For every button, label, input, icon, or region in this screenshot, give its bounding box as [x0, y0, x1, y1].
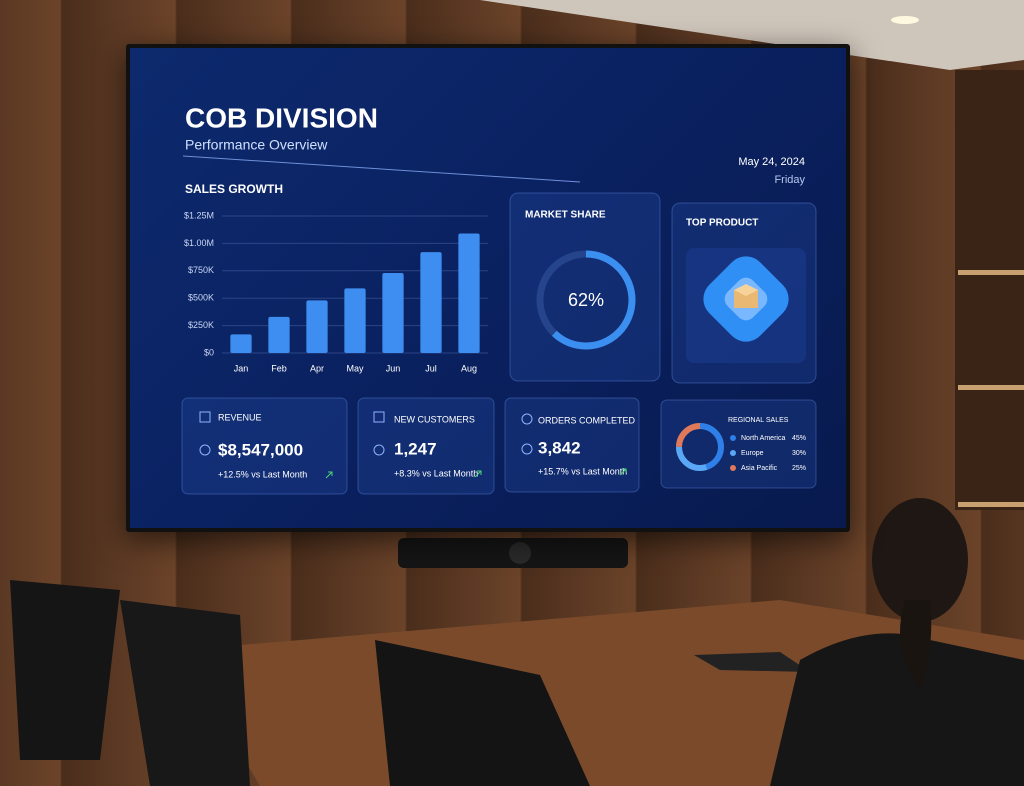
kpi-change: +8.3% vs Last Month [394, 468, 478, 478]
chart-title: REGIONAL SALES [728, 417, 789, 424]
x-tick-label: Jun [386, 363, 401, 373]
kpi-label: ORDERS COMPLETED [538, 415, 636, 425]
kpi-icon [199, 444, 211, 456]
up-arrow [474, 470, 482, 478]
kpi-label: NEW CUSTOMERS [394, 414, 475, 424]
y-tick-label: $500K [188, 293, 214, 303]
kpi-icon [373, 444, 385, 456]
person-body [770, 633, 1024, 786]
legend-label: North America [741, 435, 785, 442]
kpi-card [357, 397, 495, 495]
legend-label: Asia Pacific [741, 465, 778, 472]
shelf [958, 502, 1024, 507]
bar [382, 272, 404, 353]
chart-title: MARKET SHARE [525, 210, 606, 221]
up-arrow [325, 471, 333, 479]
person-head [872, 498, 968, 622]
y-tick-label: $1.25M [184, 210, 214, 220]
bar [268, 316, 290, 353]
bar [458, 233, 480, 353]
value-label: 25% [792, 465, 806, 472]
donut-segment [676, 423, 724, 471]
bar [306, 300, 328, 353]
shelf [958, 270, 1024, 275]
box-icon-top [734, 284, 758, 296]
tv-screen: COB DIVISION Performance Overview May 24… [126, 44, 850, 532]
day: Friday [774, 174, 805, 186]
y-tick-label: $250K [188, 320, 214, 330]
chair [375, 640, 590, 786]
kpi-value: $8,547,000 [218, 440, 303, 459]
bar [420, 252, 442, 353]
x-tick-label: Aug [461, 363, 477, 373]
kpi-change: +12.5% vs Last Month [218, 469, 307, 479]
kpi-icon [373, 411, 385, 423]
bar [230, 334, 252, 353]
y-tick-label: $0 [204, 347, 214, 357]
x-tick-label: Jul [425, 363, 437, 373]
person-ponytail [900, 600, 932, 690]
kpi-icon [521, 443, 533, 455]
value-label: 30% [792, 450, 806, 457]
kpi-card [504, 397, 640, 493]
kpi-card [181, 397, 348, 495]
kpi-value: 3,842 [538, 438, 581, 457]
y-tick-label: $750K [188, 265, 214, 275]
x-tick-label: Jan [234, 363, 249, 373]
dashboard-subtitle: Performance Overview [185, 137, 328, 153]
shelf-niche [955, 70, 1024, 510]
donut-segment [676, 423, 724, 471]
chart-title: SALES GROWTH [185, 182, 283, 196]
up-arrow [619, 468, 627, 476]
y-tick-label: $1.00M [184, 238, 214, 248]
ceiling [480, 0, 1024, 70]
shelf [958, 385, 1024, 390]
donut-segment [536, 250, 636, 350]
box-icon [734, 290, 758, 308]
ceiling-light [891, 16, 919, 24]
kpi-icon [199, 411, 211, 423]
bar [344, 288, 366, 353]
legend-dot [730, 435, 736, 441]
legend-label: Europe [741, 450, 764, 457]
market-share-card [509, 192, 661, 382]
x-tick-label: May [346, 363, 364, 373]
legend-dot [730, 450, 736, 456]
kpi-change: +15.7% vs Last Month [538, 466, 627, 476]
kpi-label: REVENUE [218, 412, 262, 422]
x-tick-label: Feb [271, 363, 287, 373]
card-title: TOP PRODUCT [686, 218, 758, 229]
camera [509, 542, 531, 564]
date: May 24, 2024 [738, 156, 805, 168]
chair [10, 580, 120, 760]
chair [120, 600, 250, 786]
value-label: 62% [568, 290, 604, 310]
kpi-value: 1,247 [394, 439, 437, 458]
value-label: 45% [792, 435, 806, 442]
x-tick-label: Apr [310, 363, 324, 373]
dashboard: COB DIVISION Performance Overview May 24… [181, 102, 817, 495]
title-rule [182, 155, 581, 183]
dashboard-title: COB DIVISION [185, 102, 378, 133]
regional-card [660, 399, 817, 489]
kpi-icon [521, 413, 533, 425]
legend-dot [730, 465, 736, 471]
table-port [694, 652, 810, 672]
